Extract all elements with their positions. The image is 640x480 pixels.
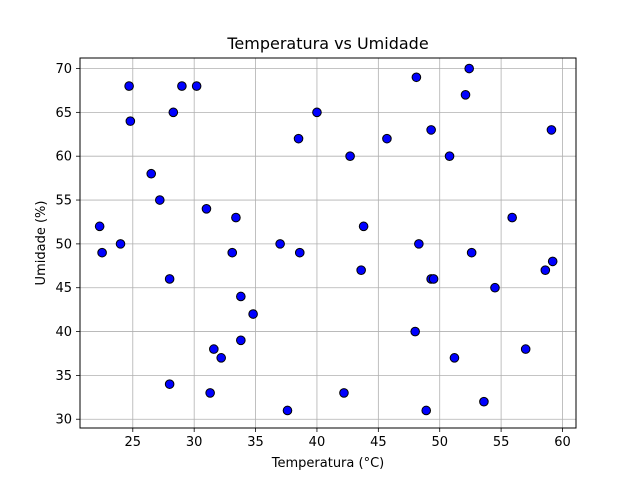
chart-title: Temperatura vs Umidade [226,34,428,53]
y-tick-label: 40 [55,325,72,340]
x-tick-label: 55 [493,435,510,450]
data-point [507,212,517,223]
y-tick-label: 35 [55,369,72,384]
x-tick-label: 60 [554,435,571,450]
data-point [312,107,322,118]
data-point [339,388,349,398]
data-point [414,239,424,249]
x-tick-label: 30 [186,435,203,450]
x-tick-label: 45 [370,435,387,450]
y-tick-label: 45 [55,281,72,296]
data-point [547,256,558,267]
data-point [356,265,366,275]
data-point [94,221,105,232]
x-tick-label: 25 [125,435,142,450]
data-point [146,168,157,179]
data-point [345,151,355,161]
data-point [490,282,500,293]
data-point [546,125,557,135]
data-point [428,274,439,284]
data-point [421,405,432,416]
data-point [115,239,126,249]
data-point [426,125,436,135]
data-point [209,344,219,354]
grid-lines [80,58,576,428]
data-point [227,247,238,258]
data-point [97,247,107,258]
data-point [479,396,489,407]
y-axis: 30 35 40 45 50 55 60 65 70 [55,62,80,428]
data-point [236,335,246,346]
data-point [540,265,551,275]
data-point [248,309,258,319]
y-axis-label: Umidade (%) [34,201,49,286]
plot-area [79,57,577,429]
data-point [282,405,293,416]
data-point [464,63,474,74]
data-point [410,326,420,337]
data-point [275,239,285,249]
data-point [164,274,175,284]
data-point [236,291,246,302]
data-point [216,353,226,363]
y-tick-label: 70 [55,62,72,77]
y-tick-label: 55 [55,194,72,209]
data-point [231,212,241,223]
data-point [177,81,187,91]
y-tick-label: 60 [55,150,72,165]
data-point [460,90,471,100]
data-point [191,81,202,91]
x-tick-label: 40 [309,435,326,450]
y-tick-label: 65 [55,106,72,121]
data-point [444,151,455,161]
x-tick-label: 35 [247,435,264,450]
data-point [168,107,179,118]
data-point [155,195,165,205]
data-point [293,133,304,144]
data-point [164,379,175,389]
data-point [125,116,136,126]
data-point [124,81,134,91]
data-point [205,388,215,398]
data-point [201,204,212,214]
y-tick-label: 30 [55,413,72,428]
data-points [94,63,558,416]
data-point [466,247,477,258]
x-axis-label: Temperatura (°C) [271,456,384,471]
x-axis: 25 30 35 40 45 50 55 60 [125,428,571,450]
data-point [449,353,460,363]
x-tick-label: 50 [431,435,448,450]
data-point [358,221,369,232]
data-point [382,133,392,144]
data-point [294,247,305,258]
y-tick-label: 50 [55,237,72,252]
data-point [411,72,422,83]
data-point [520,344,531,354]
